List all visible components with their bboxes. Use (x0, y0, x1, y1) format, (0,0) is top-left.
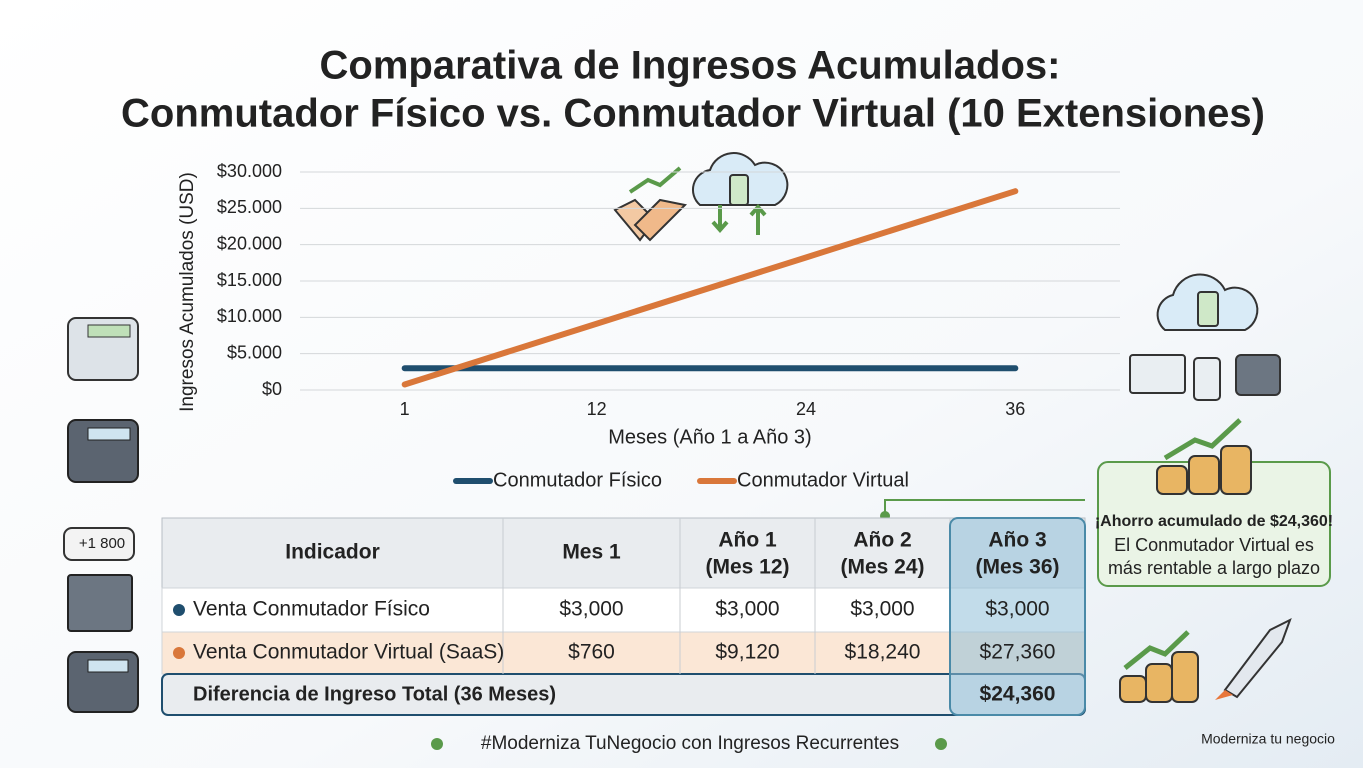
y-axis-label: Ingresos Acumulados (USD) (177, 172, 198, 412)
table-cell: $3,000 (985, 598, 1049, 621)
footer-dot (431, 738, 443, 750)
table-cell: $3,000 (715, 598, 779, 621)
x-tick-label: 36 (1005, 399, 1025, 419)
title-line: Comparativa de Ingresos Acumulados: (320, 44, 1061, 88)
devices-icon (1129, 273, 1281, 461)
y-tick-label: $0 (262, 379, 282, 399)
y-tick-label: $30.000 (217, 161, 282, 181)
row-bg (161, 631, 1086, 675)
table-cell: Venta Conmutador Físico (193, 598, 430, 621)
footer-dot (935, 738, 947, 750)
table-header-bg (161, 517, 1086, 589)
callout-coins (1156, 445, 1252, 495)
legend-label: Conmutador Físico (493, 469, 662, 491)
table-header: Año 1 (718, 529, 777, 552)
row-dot (173, 647, 185, 659)
cloud-icon (691, 152, 789, 235)
table-header: (Mes 24) (840, 556, 924, 579)
brand-text: Moderniza tu negocio (1201, 731, 1335, 747)
y-tick-label: $5.000 (227, 342, 282, 362)
table-cell: $760 (568, 641, 615, 664)
table-cell: $18,240 (845, 641, 921, 664)
table-header: Mes 1 (562, 541, 621, 564)
table-cell: $27,360 (980, 641, 1056, 664)
y-tick-label: $15.000 (217, 270, 282, 290)
table-cell: $3,000 (850, 598, 914, 621)
callout-title: ¡Ahorro acumulado de $24,360! (1095, 513, 1333, 530)
callout-text: más rentable a largo plazo (1108, 558, 1320, 578)
table: Indicador Mes 1 Año 1 (Mes 12) Año 2 (Mes 24)… (161, 517, 1086, 716)
y-tick-label: $10.000 (217, 306, 282, 326)
chart-area: $0 $5.000 $10.000 $15.000 $20.000 $25.000 $30.… (217, 161, 1120, 491)
series-line (401, 188, 1019, 388)
x-tick-label: 24 (796, 399, 816, 419)
highlight-column (949, 517, 1086, 716)
legend-label: Conmutador Virtual (737, 469, 909, 491)
x-tick-label: 1 (400, 399, 410, 419)
x-axis-label: Meses (Año 1 a Año 3) (608, 426, 811, 448)
y-tick-label: $25.000 (217, 197, 282, 217)
table-cell: Venta Conmutador Virtual (SaaS) (193, 641, 504, 664)
callout-text: El Conmutador Virtual es (1114, 535, 1314, 555)
row-bg (161, 587, 1086, 633)
handshake-icon (613, 166, 688, 242)
phone-icons: +1 800 (63, 317, 139, 713)
table-header: (Mes 36) (975, 556, 1059, 579)
callout-connector (884, 499, 1085, 515)
coins-rocket-icon (1119, 617, 1292, 703)
table-header: Año 2 (853, 529, 911, 552)
footer-text: #Moderniza TuNegocio con Ingresos Recurr… (481, 733, 899, 754)
y-tick-label: $20.000 (217, 233, 282, 253)
table-header: Año 3 (988, 529, 1046, 552)
table-cell: $9,120 (715, 641, 779, 664)
total-value: $24,360 (980, 683, 1056, 706)
row-dot (173, 604, 185, 616)
title-line: Conmutador Físico vs. Conmutador Virtual… (121, 92, 1265, 136)
x-tick-label: 12 (587, 399, 607, 419)
total-label: Diferencia de Ingreso Total (36 Meses) (193, 683, 556, 705)
table-cell: $3,000 (559, 598, 623, 621)
table-header: (Mes 12) (705, 556, 789, 579)
icon-text: +1 800 (79, 535, 125, 552)
table-header: Indicador (285, 541, 380, 564)
